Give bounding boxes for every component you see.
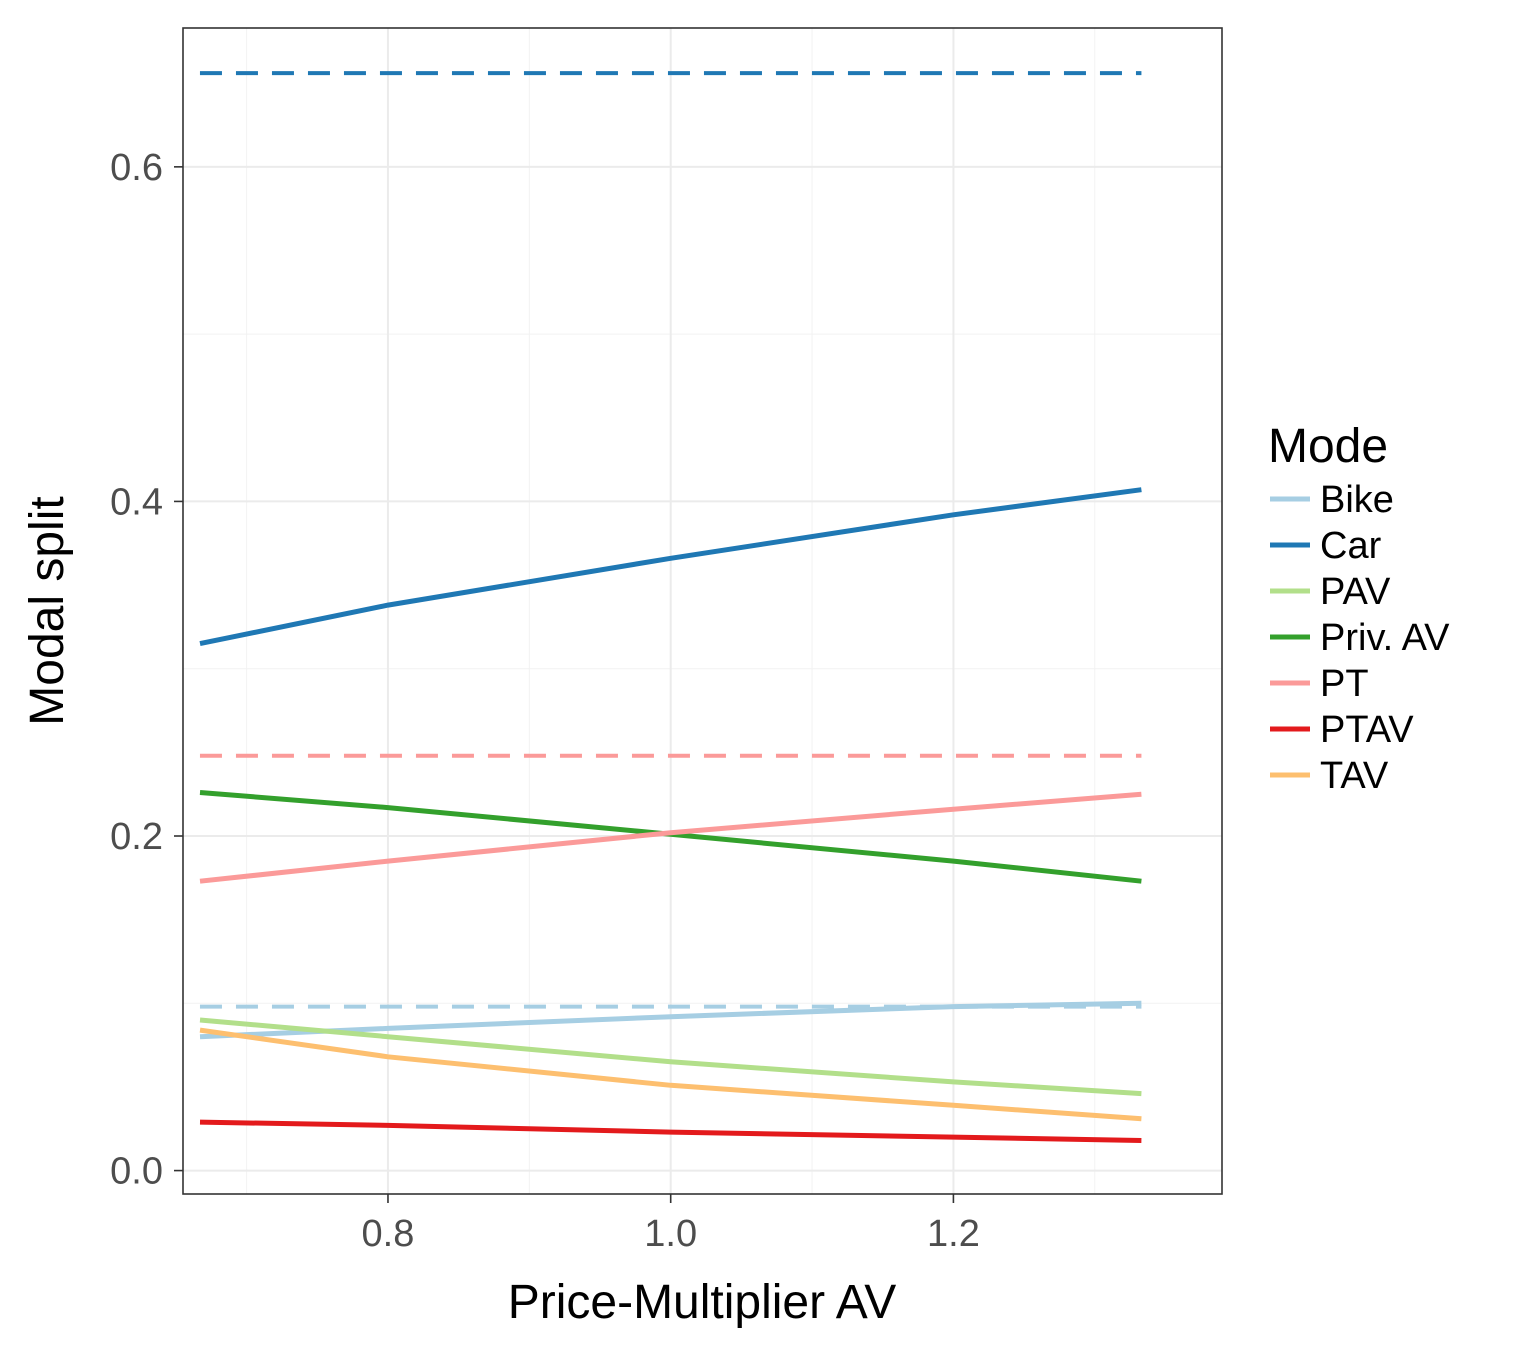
y-tick-label: 0.6 <box>110 147 163 189</box>
y-tick-label: 0.2 <box>110 816 163 858</box>
legend-label-ptav: PTAV <box>1320 709 1414 751</box>
y-axis-title: Modal split <box>21 496 74 725</box>
legend-label-priv-av: Priv. AV <box>1320 617 1450 659</box>
series-lines <box>199 487 1142 1143</box>
series-line-pav <box>199 1017 1142 1097</box>
x-tick-label: 1.0 <box>644 1213 697 1255</box>
x-axis-title: Price-Multiplier AV <box>508 1276 897 1329</box>
series-line-ptav <box>199 1119 1142 1143</box>
reference-lines <box>199 71 1142 1009</box>
legend-label-tav: TAV <box>1320 755 1389 797</box>
series-line-car <box>199 487 1142 647</box>
legend-label-bike: Bike <box>1320 479 1394 521</box>
y-tick-label: 0.4 <box>110 481 163 523</box>
plot-background <box>183 28 1222 1194</box>
plot-panel-border <box>182 27 1223 1195</box>
legend-title: Mode <box>1268 420 1388 473</box>
series-line-tav <box>199 1027 1142 1122</box>
x-tick-label: 0.8 <box>362 1213 415 1255</box>
axes: 0.8 1.0 1.2 0.0 0.2 0.4 0.6 <box>110 147 980 1255</box>
x-tick-label: 1.2 <box>927 1213 980 1255</box>
legend-label-pav: PAV <box>1320 571 1391 613</box>
y-tick-label: 0.0 <box>110 1151 163 1193</box>
series-line-pt <box>199 791 1142 884</box>
legend-label-car: Car <box>1320 525 1382 567</box>
legend-label-pt: PT <box>1320 663 1369 705</box>
